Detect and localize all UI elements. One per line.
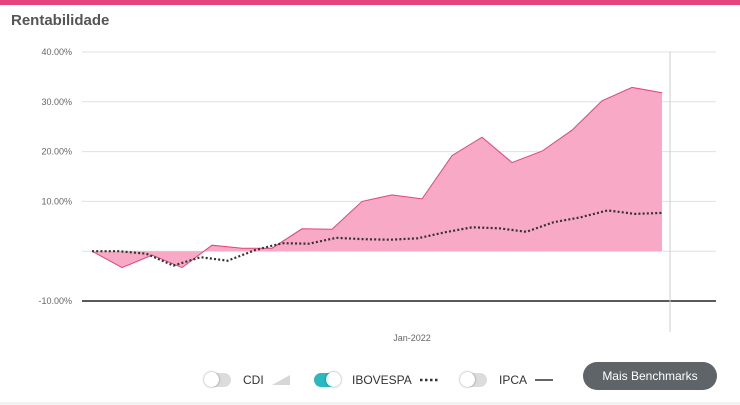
area-swatch-icon [271, 375, 290, 385]
more-benchmarks-button[interactable]: Mais Benchmarks [583, 362, 717, 390]
legend-cdi[interactable]: CDI [204, 366, 290, 394]
cdi-toggle[interactable] [204, 372, 231, 387]
legend-ibovespa-label: IBOVESPA [352, 373, 412, 387]
toggle-knob [326, 372, 341, 387]
toggle-knob [204, 372, 219, 387]
y-tick-label-40: 40.00% [41, 47, 72, 57]
x-tick-label-jan-2022: Jan-2022 [393, 333, 431, 343]
y-tick-labels: 40.00% 30.00% 20.00% 10.00% -10.00% [38, 47, 72, 306]
solid-line-icon [535, 379, 554, 381]
series-layer [91, 86, 663, 269]
y-tick-label-10: 10.00% [41, 196, 72, 206]
y-tick-label-minus-10: -10.00% [38, 296, 72, 306]
legend-ibovespa[interactable]: IBOVESPA [314, 366, 440, 394]
cdi-dotted-line [92, 209, 663, 267]
legend-ipca-label: IPCA [499, 373, 528, 387]
ibovespa-area [92, 87, 662, 268]
y-tick-label-20: 20.00% [41, 147, 72, 157]
ibovespa-toggle[interactable] [314, 372, 341, 387]
y-tick-label-30: 30.00% [41, 97, 72, 107]
card-title: Rentabilidade [11, 12, 110, 29]
dotted-line-icon [419, 378, 440, 382]
legend-ipca[interactable]: IPCA [460, 366, 554, 394]
legend-cdi-label: CDI [243, 373, 264, 387]
toggle-knob [460, 372, 475, 387]
ipca-toggle[interactable] [460, 372, 487, 387]
ibovespa-area-outline [91, 86, 663, 269]
accent-bar [0, 0, 740, 5]
